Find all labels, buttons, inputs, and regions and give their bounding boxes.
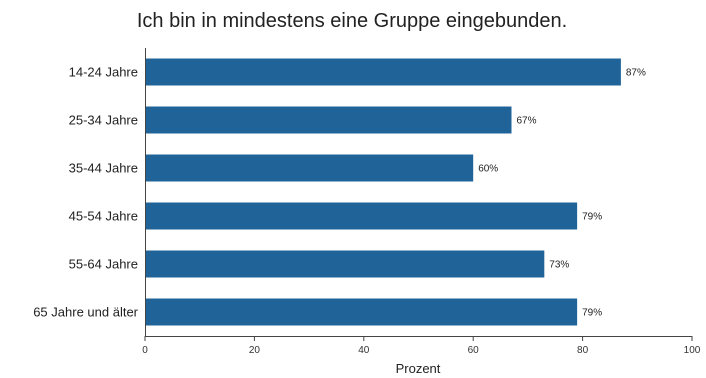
category-label-5: 65 Jahre und älter [33,305,138,320]
x-tick-label-5: 100 [684,345,701,356]
bar-5 [145,298,578,326]
x-tick-label-0: 0 [142,345,148,356]
value-label-0: 87% [626,68,646,79]
value-label-3: 79% [582,212,602,223]
value-label-2: 60% [478,164,498,175]
category-label-3: 45-54 Jahre [69,209,138,224]
bar-0 [145,58,621,86]
bar-2 [145,154,474,182]
bar-1 [145,106,512,134]
category-label-2: 35-44 Jahre [69,161,138,176]
x-tick-label-1: 20 [249,345,261,356]
bars-group [145,58,621,326]
value-labels: 87% 67% 60% 79% 73% 79% [478,68,646,319]
x-axis-ticks: 0 20 40 60 80 100 [142,336,701,356]
chart-title: Ich bin in mindestens eine Gruppe eingeb… [137,10,567,32]
category-label-4: 55-64 Jahre [69,257,138,272]
category-labels: 14-24 Jahre 25-34 Jahre 35-44 Jahre 45-54 J… [33,65,138,320]
value-label-1: 67% [516,116,536,127]
x-tick-label-2: 40 [358,345,370,356]
x-axis-title: Prozent [396,361,441,376]
category-label-1: 25-34 Jahre [69,113,138,128]
bar-4 [145,250,545,278]
value-label-5: 79% [582,308,602,319]
bar-3 [145,202,578,230]
x-tick-label-3: 60 [468,345,480,356]
category-label-0: 14-24 Jahre [69,65,138,80]
x-tick-label-4: 80 [577,345,589,356]
value-label-4: 73% [549,260,569,271]
